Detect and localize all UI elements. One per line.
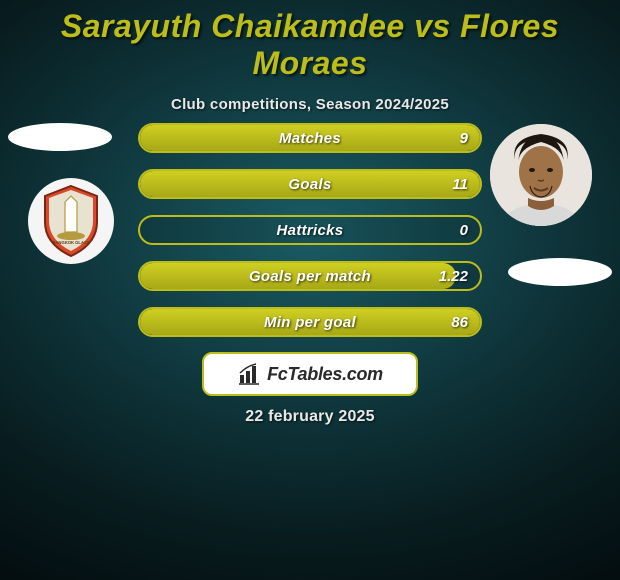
svg-text:BANGKOK GLASS: BANGKOK GLASS (52, 240, 89, 245)
stat-bar-goals: Goals 11 (138, 169, 482, 199)
player-left-placeholder (8, 123, 112, 151)
stat-bar-min-per-goal: Min per goal 86 (138, 307, 482, 337)
stat-bar-label: Min per goal (140, 309, 480, 335)
branding-box: FcTables.com (202, 352, 418, 396)
stat-bar-label: Matches (140, 125, 480, 151)
bangkok-glass-badge-icon: BANGKOK GLASS (39, 184, 103, 258)
avatar-icon (490, 124, 592, 226)
stat-bar-goals-per-match: Goals per match 1.22 (138, 261, 482, 291)
stat-bar-hattricks: Hattricks 0 (138, 215, 482, 245)
stat-bar-label: Goals (140, 171, 480, 197)
stat-bar-group: Matches 9 Goals 11 Hattricks 0 Goals per… (138, 123, 482, 353)
stat-bar-value: 0 (460, 217, 468, 243)
footer-date: 22 february 2025 (0, 408, 620, 426)
stat-bar-value: 11 (452, 171, 468, 197)
club-right-placeholder (508, 258, 612, 286)
page-subtitle: Club competitions, Season 2024/2025 (0, 96, 620, 113)
stat-bar-value: 1.22 (439, 263, 468, 289)
stat-bar-label: Hattricks (140, 217, 480, 243)
stat-bar-value: 9 (460, 125, 468, 151)
player-right-avatar (490, 124, 592, 226)
branding-text: FcTables.com (267, 364, 383, 385)
stat-bar-label: Goals per match (140, 263, 480, 289)
stat-bar-value: 86 (451, 309, 468, 335)
content-root: Sarayuth Chaikamdee vs Flores Moraes Clu… (0, 0, 620, 580)
stat-bar-matches: Matches 9 (138, 123, 482, 153)
page-title: Sarayuth Chaikamdee vs Flores Moraes (0, 0, 620, 82)
bar-chart-icon (237, 362, 261, 386)
club-badge-left: BANGKOK GLASS (28, 178, 114, 264)
